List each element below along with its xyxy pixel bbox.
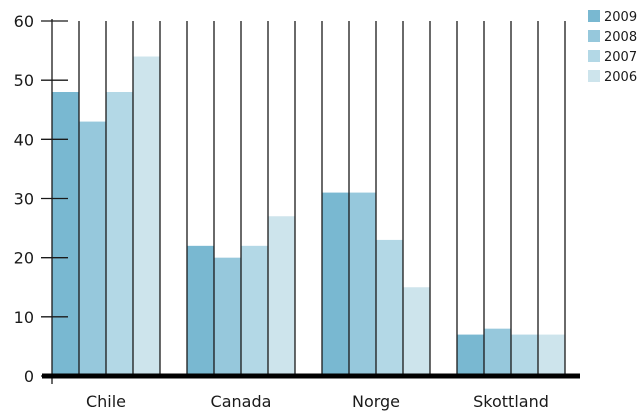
y-tick-label: 40 [14, 130, 34, 149]
legend: 2009 2008 2007 2006 [588, 10, 637, 85]
bar-canada-2008 [214, 257, 241, 376]
bar-skottland-2009 [457, 334, 484, 376]
y-tick-label: 30 [14, 190, 34, 209]
legend-label-2006: 2006 [604, 70, 637, 85]
bar-skottland-2008 [484, 328, 511, 376]
x-category-label: Skottland [473, 392, 549, 411]
bar-chile-2008 [79, 121, 106, 376]
x-category-label: Norge [352, 392, 400, 411]
bar-norge-2008 [349, 192, 376, 376]
bar-skottland-2007 [511, 334, 538, 376]
y-tick-label: 20 [14, 249, 34, 268]
bar-skottland-2006 [538, 334, 565, 376]
bar-canada-2006 [268, 216, 295, 376]
legend-label-2009: 2009 [604, 10, 637, 25]
y-tick-label: 60 [14, 12, 34, 31]
legend-label-2008: 2008 [604, 30, 637, 45]
bar-chile-2007 [106, 92, 133, 376]
x-category-label: Canada [211, 392, 272, 411]
bar-chile-2009 [52, 92, 79, 376]
legend-label-2007: 2007 [604, 50, 637, 65]
legend-swatch-2006 [588, 70, 600, 82]
x-axis: Chile Canada Norge Skottland [42, 373, 580, 411]
legend-swatch-2007 [588, 50, 600, 62]
y-tick-label: 50 [14, 71, 34, 90]
x-category-label: Chile [86, 392, 126, 411]
bar-chile-2006 [133, 56, 160, 376]
bar-canada-2009 [187, 245, 214, 376]
y-axis: 0 10 20 30 40 50 60 [14, 12, 68, 386]
gridlines-layer [78, 21, 566, 376]
bar-norge-2006 [403, 287, 430, 376]
bar-norge-2007 [376, 239, 403, 376]
bar-norge-2009 [322, 192, 349, 376]
y-tick-label: 0 [24, 367, 34, 386]
bar-canada-2007 [241, 245, 268, 376]
bars-layer [52, 56, 565, 376]
legend-swatch-2009 [588, 10, 600, 22]
legend-swatch-2008 [588, 30, 600, 42]
y-tick-label: 10 [14, 308, 34, 327]
